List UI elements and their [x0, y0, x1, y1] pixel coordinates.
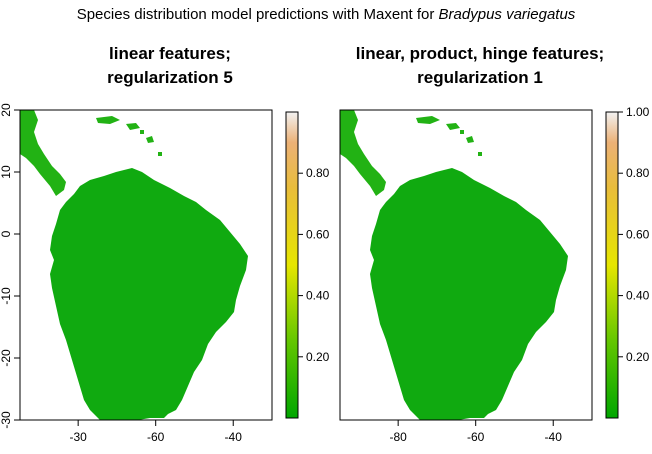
- colorbar-tick-label: 0.20: [626, 350, 650, 364]
- caribbean-island: [446, 123, 460, 130]
- panel2-title: linear, product, hinge features; regular…: [340, 42, 620, 90]
- caribbean-island: [460, 130, 464, 134]
- axes-layer: -30 -60 -40 -80 -60 -40 -30 -20 -10 0 10 20 0.80 0.60…: [0, 103, 650, 444]
- colorbar-tick-label: 0.80: [626, 166, 650, 180]
- south-america-landmass: [50, 168, 248, 420]
- panel1-map: [20, 110, 248, 420]
- y-tick-label: 0: [0, 230, 13, 237]
- colorbar-tick-label: 0.60: [626, 227, 650, 241]
- y-tick-label: 10: [0, 165, 13, 179]
- caribbean-island: [466, 136, 474, 143]
- panel1-title: linear features; regularization 5: [40, 42, 300, 90]
- panel2-title-line1: linear, product, hinge features;: [355, 44, 605, 63]
- colorbar: [285, 111, 299, 419]
- title-species: Bradypus variegatus: [438, 6, 576, 23]
- panelA-land-group: [20, 110, 248, 420]
- panel2-map: [340, 110, 568, 420]
- x-tick-label: -60: [467, 430, 485, 444]
- colorbar: [605, 111, 619, 419]
- y-tick-label: -10: [0, 287, 13, 305]
- panel1-title-line2: regularization 5: [107, 68, 233, 87]
- x-tick-label: -80: [389, 430, 407, 444]
- caribbean-island: [158, 152, 162, 156]
- colorbar-tick-label: 0.40: [626, 289, 650, 303]
- panelB-land-group: [340, 110, 568, 420]
- x-tick-label: -30: [69, 430, 87, 444]
- colorbar-tick-label: 0.60: [306, 227, 330, 241]
- central-america-landmass: [340, 110, 386, 196]
- y-tick-label: 20: [0, 103, 13, 117]
- caribbean-island: [146, 136, 154, 143]
- colorbar-tick-label: 0.80: [306, 166, 330, 180]
- panelA-clip-group: [20, 110, 248, 420]
- caribbean-island: [478, 152, 482, 156]
- figure-title: Species distribution model predictions w…: [0, 6, 652, 23]
- central-america-landmass: [20, 110, 66, 196]
- x-tick-label: -60: [147, 430, 165, 444]
- caribbean-island: [96, 116, 120, 124]
- colorbar-tick-label: 1.00: [626, 105, 650, 119]
- y-tick-label: -20: [0, 349, 13, 367]
- caribbean-island: [140, 130, 144, 134]
- panel2-title-line2: regularization 1: [417, 68, 543, 87]
- colorbar-tick-label: 0.20: [306, 350, 330, 364]
- panel1-plot-frame: [19, 109, 273, 421]
- panel1-title-line1: linear features;: [109, 44, 231, 63]
- caribbean-island: [126, 123, 140, 130]
- colorbar-tick-label: 0.40: [306, 289, 330, 303]
- panel2-plot-frame: [339, 109, 593, 421]
- caribbean-island: [416, 116, 440, 124]
- y-tick-label: -30: [0, 411, 13, 429]
- title-main: Species distribution model predictions w…: [76, 6, 439, 23]
- south-america-landmass: [370, 168, 568, 420]
- panelB-clip-group: [340, 110, 568, 420]
- x-tick-label: -40: [545, 430, 563, 444]
- x-tick-label: -40: [225, 430, 243, 444]
